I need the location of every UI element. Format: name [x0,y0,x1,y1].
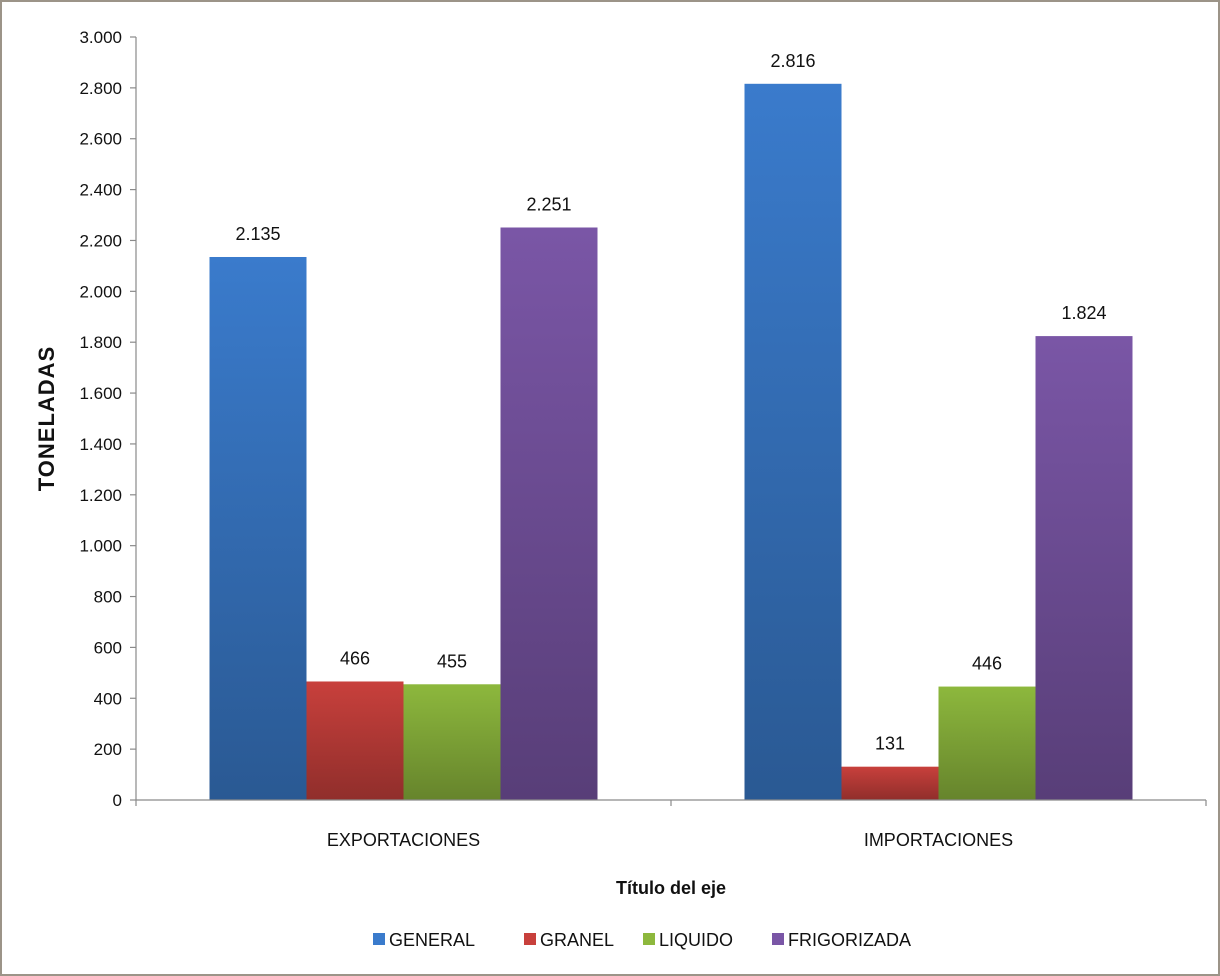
data-label: 455 [437,651,467,671]
legend-swatch-granel [524,933,536,945]
y-tick-label: 0 [113,791,122,810]
bar-general-importaciones [744,83,842,800]
y-tick-label: 2.600 [79,130,122,149]
bar-granel-exportaciones [306,681,404,800]
data-label: 446 [972,654,1002,674]
legend-label-liquido: LIQUIDO [659,930,733,950]
x-category-label: EXPORTACIONES [327,830,480,850]
y-tick-label: 2.000 [79,282,122,301]
axes-layer: 0 200 400 600 800 1.000 1.200 1.400 1.600 1.800 2.… [79,28,1207,850]
y-axis-title: TONELADAS [34,346,59,492]
data-label: 2.816 [770,51,815,71]
legend-swatch-general [373,933,385,945]
y-tick-label: 3.000 [79,28,122,47]
bar-granel-importaciones [841,766,939,800]
data-labels-layer: 2.135 466 455 2.251 2.816 131 446 1.824 [235,51,1106,754]
x-axis-title: Título del eje [616,878,726,898]
y-tick-label: 800 [94,588,122,607]
legend-label-granel: GRANEL [540,930,614,950]
y-tick-label: 2.200 [79,231,122,250]
bar-frigorizada-importaciones [1035,336,1133,800]
data-label: 466 [340,648,370,668]
data-label: 2.251 [526,194,571,214]
y-tick-label: 2.800 [79,79,122,98]
bars-layer [209,83,1133,800]
bar-liquido-importaciones [938,686,1036,800]
data-label: 1.824 [1061,303,1106,323]
y-tick-label: 1.400 [79,435,122,454]
data-label: 131 [875,734,905,754]
y-tick-label: 400 [94,689,122,708]
legend-label-frigorizada: FRIGORIZADA [788,930,911,950]
y-tick-label: 1.000 [79,537,122,556]
data-label: 2.135 [235,224,280,244]
legend-swatch-liquido [643,933,655,945]
legend-swatch-frigorizada [772,933,784,945]
y-tick-label: 1.200 [79,486,122,505]
y-tick-label: 200 [94,740,122,759]
y-tick-label: 600 [94,638,122,657]
bar-frigorizada-exportaciones [500,227,598,800]
legend: GENERAL GRANEL LIQUIDO FRIGORIZADA [373,930,911,950]
y-tick-label: 1.600 [79,384,122,403]
y-tick-label: 1.800 [79,333,122,352]
bar-liquido-exportaciones [403,684,501,800]
bar-general-exportaciones [209,256,307,800]
y-tick-label: 2.400 [79,181,122,200]
legend-label-general: GENERAL [389,930,475,950]
x-category-label: IMPORTACIONES [864,830,1013,850]
